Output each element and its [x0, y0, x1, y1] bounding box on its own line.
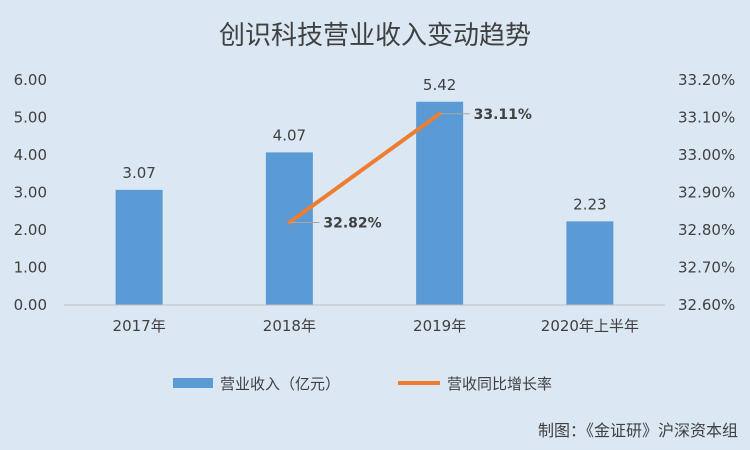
y-left-tick-label: 2.00: [14, 221, 47, 239]
bar-value-label: 4.07: [273, 126, 306, 144]
y-left-tick-label: 0.00: [14, 296, 47, 314]
y-right-tick-label: 32.80%: [678, 221, 735, 239]
y-left-tick-label: 4.00: [14, 146, 47, 164]
y-left-tick-label: 6.00: [14, 71, 47, 89]
growth-rate-label: 32.82%: [323, 216, 381, 232]
y-right-tick-label: 32.60%: [678, 296, 735, 314]
bar-value-label: 2.23: [573, 195, 606, 213]
x-tick-label: 2018年: [263, 317, 316, 335]
bar-value-label: 3.07: [122, 164, 155, 182]
y-right-tick-label: 33.10%: [678, 109, 735, 127]
x-tick-label: 2019年: [413, 317, 466, 335]
legend-bar-swatch: [173, 378, 213, 388]
y-right-tick-label: 32.90%: [678, 184, 735, 202]
growth-rate-label: 33.11%: [474, 107, 532, 123]
x-tick-label: 2017年: [113, 317, 166, 335]
chart-title: 创识科技营业收入变动趋势: [219, 21, 531, 51]
bar-value-label: 5.42: [423, 76, 456, 94]
bar: [416, 101, 464, 305]
legend-bar-label: 营业收入（亿元）: [220, 375, 340, 393]
bar: [265, 152, 313, 305]
credit-text: 制图：《金证研》沪深资本组: [538, 421, 738, 440]
x-tick-label: 2020年上半年: [541, 317, 639, 335]
legend-line-label: 营收同比增长率: [447, 375, 552, 393]
bar: [115, 189, 163, 305]
y-left-tick-label: 1.00: [14, 259, 47, 277]
y-right-tick-label: 33.00%: [678, 146, 735, 164]
y-left-tick-label: 5.00: [14, 109, 47, 127]
y-right-tick-label: 32.70%: [678, 259, 735, 277]
y-left-tick-label: 3.00: [14, 184, 47, 202]
y-right-tick-label: 33.20%: [678, 71, 735, 89]
growth-line: [287, 111, 442, 225]
bar: [566, 221, 614, 305]
